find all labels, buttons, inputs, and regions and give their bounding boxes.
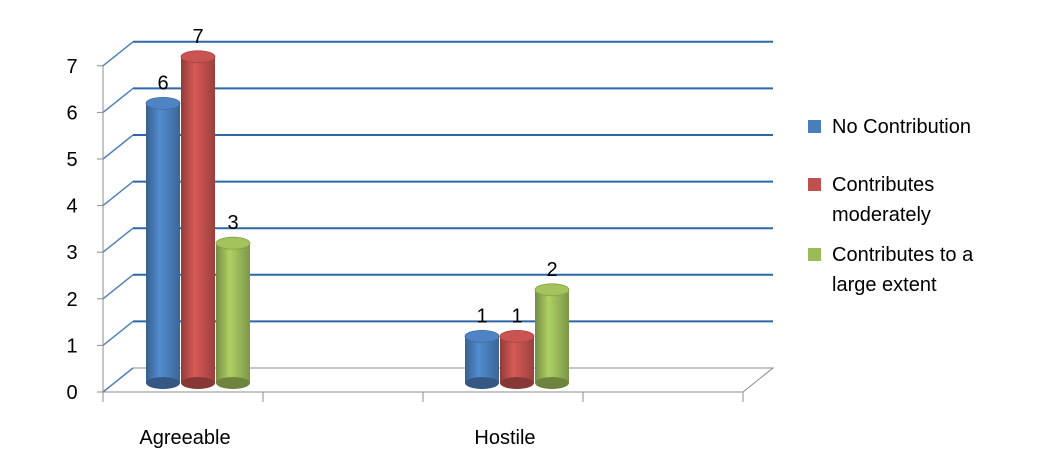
y-tick-label: 6 xyxy=(66,102,77,124)
bar-base xyxy=(146,377,180,389)
legend-item-contributes-moderately: Contributes moderately xyxy=(808,170,1028,230)
chart-legend: No Contribution Contributes moderately C… xyxy=(808,112,1028,310)
gridline-diagonal xyxy=(102,274,134,300)
y-tick-label: 4 xyxy=(66,196,77,218)
gridline-diagonal xyxy=(102,181,134,207)
bar-body xyxy=(146,103,180,384)
bar-hostile-series-0 xyxy=(464,329,500,389)
data-label: 1 xyxy=(476,305,487,327)
legend-label: large extent xyxy=(832,274,937,296)
y-tick-label: 2 xyxy=(66,289,77,311)
bar-hostile-series-1 xyxy=(499,329,535,389)
legend-swatch xyxy=(808,248,821,261)
bar-base xyxy=(216,377,250,389)
gridline-diagonal xyxy=(102,320,134,346)
legend-label: Contributes xyxy=(832,174,935,196)
bar-hostile-series-2 xyxy=(534,283,570,389)
bar-agreeable-series-2 xyxy=(215,236,251,389)
bar-agreeable-series-0 xyxy=(145,97,181,389)
gridline-diagonal xyxy=(102,41,134,67)
data-label: 1 xyxy=(511,305,522,327)
bar-body xyxy=(216,243,250,383)
bar-agreeable-series-1 xyxy=(180,50,216,389)
legend-label: No Contribution xyxy=(832,116,971,138)
bar-body xyxy=(181,56,215,384)
data-label: 6 xyxy=(157,72,168,94)
legend-item-contributes-large-extent: Contributes to a large extent xyxy=(808,240,1028,300)
legend-label: moderately xyxy=(832,204,931,226)
gridline-diagonal xyxy=(102,134,134,160)
gridline-diagonal xyxy=(102,227,134,253)
legend-swatch xyxy=(808,178,821,191)
gridline-diagonal xyxy=(102,367,134,393)
data-label: 7 xyxy=(192,26,203,48)
bar-top xyxy=(534,283,570,297)
bar-base xyxy=(181,377,215,389)
bar-top xyxy=(464,329,500,343)
bar-base xyxy=(500,377,534,389)
y-tick-label: 1 xyxy=(66,335,77,357)
bar-body xyxy=(500,336,534,383)
bar-top xyxy=(215,236,251,250)
bar-base xyxy=(465,377,499,389)
x-tick-label: Agreeable xyxy=(139,427,230,449)
legend-item-no-contribution: No Contribution xyxy=(808,112,1028,142)
y-tick-label: 7 xyxy=(66,56,77,78)
y-tick-label: 3 xyxy=(66,242,77,264)
data-label: 3 xyxy=(227,212,238,234)
bar-top xyxy=(180,50,216,64)
legend-label: Contributes to a xyxy=(832,244,974,266)
bar-top xyxy=(499,329,535,343)
bar-body xyxy=(465,336,499,383)
data-label: 2 xyxy=(546,259,557,281)
legend-swatch xyxy=(808,120,821,133)
y-tick-label: 0 xyxy=(66,382,77,404)
bar-base xyxy=(535,377,569,389)
bar-top xyxy=(145,97,181,110)
y-tick-label: 5 xyxy=(66,149,77,171)
gridline-diagonal xyxy=(102,87,134,113)
x-tick-label: Hostile xyxy=(474,427,535,449)
bar-body xyxy=(535,289,569,383)
